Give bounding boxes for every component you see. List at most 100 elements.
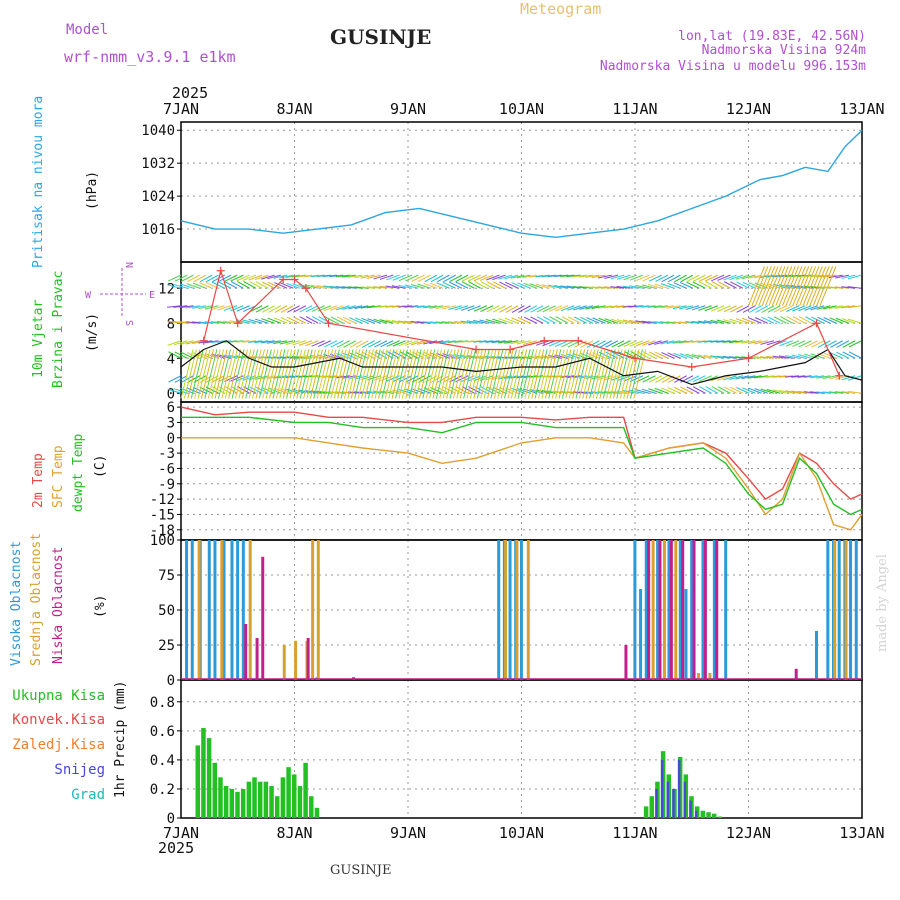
wind-barb <box>305 316 319 324</box>
wind-barb <box>723 386 737 394</box>
wind-barb <box>692 274 706 283</box>
temp-label-2: SFC Temp <box>51 445 66 508</box>
wind-calm-barb <box>442 349 456 399</box>
wind-barb <box>686 281 700 289</box>
temp-unit: (C) <box>93 455 108 478</box>
wind-barb <box>273 340 288 345</box>
wind-barb <box>342 305 356 310</box>
wind-label-1: 10m Vjetar <box>31 300 46 378</box>
wind-barb <box>304 389 319 394</box>
wind-calm-barb <box>395 349 409 399</box>
wind-barb <box>518 305 531 313</box>
wind-barb <box>797 354 812 359</box>
wind-calm-barb <box>809 266 827 306</box>
cloud-bar <box>282 645 286 680</box>
wind-barb <box>842 340 856 348</box>
wind-barb <box>498 274 512 280</box>
wind-barb <box>736 305 750 313</box>
wind-barb <box>555 316 569 324</box>
wind-barb <box>243 281 257 289</box>
wind-barb <box>379 305 394 308</box>
bottom-tick-label: 11JAN <box>612 824 657 842</box>
precip-bar <box>235 791 240 818</box>
gust-marker <box>835 371 844 380</box>
wind-barb <box>354 375 369 380</box>
wind-barb <box>604 318 619 324</box>
wind-barb <box>785 354 800 359</box>
wind-calm-barb <box>292 349 306 399</box>
wind-barb <box>199 274 213 283</box>
precip-bar <box>694 810 698 818</box>
wind-calm-barb <box>221 349 235 399</box>
wind-barb <box>666 321 681 324</box>
wind-barb <box>224 281 238 289</box>
wind-barb <box>541 274 556 278</box>
wind-barb <box>198 352 213 359</box>
wind-calm-barb <box>340 349 354 399</box>
coords-label: lon,lat (19.83E, 42.56N) <box>678 29 866 44</box>
cloud-bar <box>815 631 818 680</box>
wind-barb <box>741 274 756 280</box>
wind-barb <box>173 283 188 289</box>
wind-barb <box>573 353 587 359</box>
wind-barb <box>510 274 525 279</box>
wind-barb <box>435 321 450 324</box>
cloud-bar <box>656 540 660 680</box>
wind-barb <box>229 340 244 343</box>
wind-barb <box>735 318 750 324</box>
wind-barb <box>255 305 269 313</box>
wind-barb <box>211 353 225 359</box>
wind-barb <box>716 355 731 359</box>
wind-barb <box>772 355 787 359</box>
wind-barb <box>786 305 800 312</box>
wind-barb <box>549 316 563 324</box>
wind-barb <box>611 351 625 359</box>
cloud-bar <box>526 540 530 680</box>
wind-barb <box>678 321 693 324</box>
wind-calm-barb <box>408 349 422 399</box>
wind-barb <box>479 319 494 324</box>
wind-calm-barb <box>480 349 494 399</box>
cloud-bar <box>515 540 519 680</box>
wind-calm-barb <box>558 349 572 399</box>
y-tick-label: 0.2 <box>150 782 175 798</box>
wind-barb <box>461 274 475 282</box>
wind-barb <box>605 340 619 348</box>
wind-barb <box>380 340 394 348</box>
wind-calm-barb <box>347 349 361 399</box>
wind-calm-barb <box>476 349 490 399</box>
precip-bar <box>655 788 658 818</box>
wind-calm-barb <box>316 349 330 399</box>
wind-barb <box>492 305 506 313</box>
wind-barb <box>179 340 194 345</box>
wind-barb <box>742 305 756 313</box>
wind-calm-barb <box>200 349 214 399</box>
wind-barb <box>323 305 338 312</box>
wind-barb <box>210 340 225 344</box>
wind-calm-barb <box>343 349 357 399</box>
cloud-bar <box>690 540 694 680</box>
wind-barb <box>760 388 775 394</box>
wind-barb <box>728 356 743 359</box>
wind-barb <box>441 305 456 310</box>
wind-barb <box>505 281 519 289</box>
wind-barb <box>312 316 325 324</box>
wind-barb <box>816 391 831 394</box>
wind-barb <box>554 390 569 394</box>
wind-barb <box>179 305 194 309</box>
wind-calm-barb <box>483 349 497 399</box>
wind-barb <box>773 305 787 313</box>
wind-barb <box>667 387 681 394</box>
wind-barb <box>348 352 363 359</box>
precip-bar <box>672 788 675 818</box>
wind-barb <box>474 281 488 289</box>
top-tick-label: 10JAN <box>499 100 544 118</box>
wind-barb <box>542 305 556 313</box>
wind-barb <box>597 274 612 279</box>
wind-barb <box>292 340 306 346</box>
temp-label-3: dewpt Temp <box>71 434 86 512</box>
wind-barb <box>548 340 562 347</box>
wind-calm-barb <box>500 349 514 399</box>
wind-barb <box>722 319 737 324</box>
wind-barb <box>542 316 556 324</box>
